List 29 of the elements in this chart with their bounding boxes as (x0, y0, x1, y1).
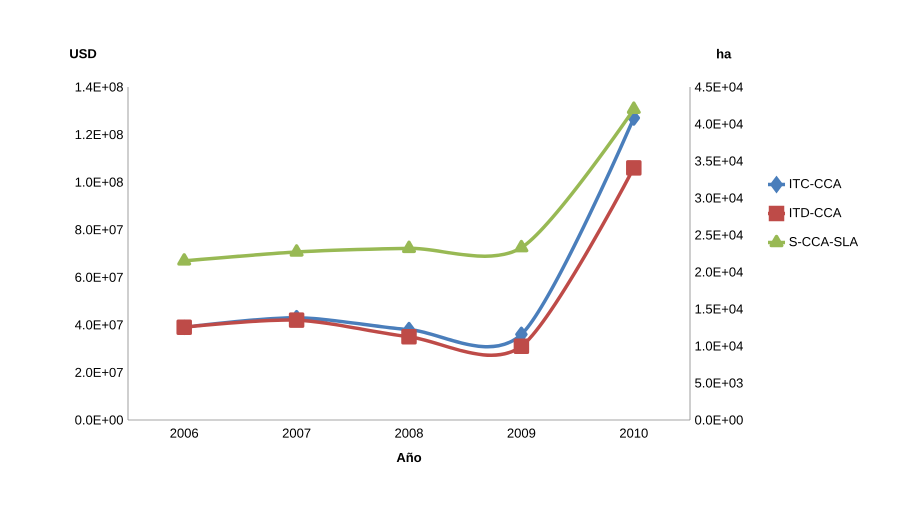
y2-tick-label: 3.0E+04 (695, 193, 743, 203)
x-tick-label: 2007 (282, 428, 310, 438)
y2-tick-label: 5.0E+03 (695, 378, 743, 388)
y-tick-label: 1.4E+08 (76, 82, 123, 92)
y-tick-label: 2.0E+07 (75, 368, 123, 378)
y2-axis-title: ha (717, 48, 732, 58)
y-tick-label: 1.0E+08 (76, 178, 123, 187)
legend-label: S-CCA-SLA (789, 237, 858, 246)
x-tick-label: 2010 (620, 428, 648, 438)
legend-label: ITD-CCA (790, 208, 842, 218)
y2-tick-label: 3.5E+04 (695, 156, 743, 166)
x-tick-label: 2008 (395, 428, 423, 438)
x-tick-label: 2006 (170, 428, 198, 438)
y2-tick-label: 4.5E+04 (694, 82, 743, 92)
x-axis-title: Año (396, 452, 422, 462)
y2-tick-label: 1.0E+04 (696, 341, 743, 351)
y-tick-label: 6.0E+07 (75, 272, 123, 282)
y2-tick-label: 1.5E+04 (696, 304, 743, 314)
y-tick-label: 1.2E+08 (76, 130, 123, 140)
y-tick-label: 4.0E+07 (74, 320, 123, 330)
y-tick-label: 0.0E+00 (75, 415, 123, 425)
y2-tick-label: 2.0E+04 (695, 267, 743, 277)
legend-label: ITC-CCA (790, 179, 842, 188)
y-tick-label: 8.0E+07 (75, 225, 123, 234)
y2-tick-label: 0.0E+00 (695, 415, 743, 425)
y2-tick-label: 2.5E+04 (695, 230, 743, 240)
y2-tick-label: 4.0E+04 (694, 119, 743, 129)
x-tick-label: 2009 (508, 428, 536, 438)
y-axis-title: USD (70, 49, 96, 58)
